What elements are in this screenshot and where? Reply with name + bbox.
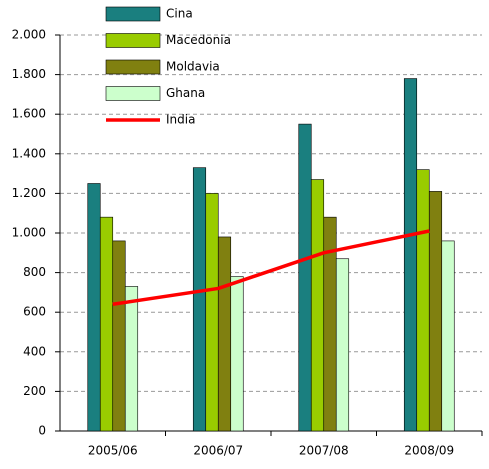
y-tick-label: 2.000 xyxy=(12,28,46,42)
legend-label: Ghana xyxy=(166,86,205,100)
bar xyxy=(298,123,312,432)
bar xyxy=(205,193,219,432)
line xyxy=(112,229,430,307)
bar xyxy=(416,169,430,432)
bar xyxy=(112,240,126,432)
y-tick-label: 400 xyxy=(23,344,46,358)
bar xyxy=(403,78,418,432)
y-tick-label: 1.200 xyxy=(12,186,46,200)
y-tick-label: 1.800 xyxy=(12,67,46,81)
bar xyxy=(335,258,350,432)
y-tick-label: 800 xyxy=(23,265,46,279)
legend-label: India xyxy=(166,113,195,127)
legend-label: Moldavia xyxy=(166,60,220,74)
bar xyxy=(99,216,114,432)
y-tick-label: 0 xyxy=(38,424,46,438)
legend-swatch xyxy=(105,59,161,75)
y-tick-label: 600 xyxy=(23,305,46,319)
x-tick-label: 2008/09 xyxy=(404,444,454,458)
bar xyxy=(230,276,244,432)
bar xyxy=(217,236,232,432)
legend-label: Macedonia xyxy=(166,33,231,47)
y-tick-label: 1.400 xyxy=(12,146,46,160)
bar xyxy=(310,179,325,432)
bar xyxy=(87,183,101,432)
bar xyxy=(124,286,139,432)
x-tick-label: 2005/06 xyxy=(88,444,138,458)
y-tick-label: 1.600 xyxy=(12,107,46,121)
x-tick-label: 2007/08 xyxy=(299,444,349,458)
bar xyxy=(428,191,443,432)
y-tick-label: 200 xyxy=(23,384,46,398)
legend-label: Cina xyxy=(166,7,193,21)
bar xyxy=(441,240,455,432)
x-tick-label: 2006/07 xyxy=(193,444,243,458)
legend-swatch xyxy=(105,33,161,48)
legend-swatch xyxy=(105,86,161,101)
y-tick-label: 1.000 xyxy=(12,226,46,240)
legend-swatch xyxy=(105,6,161,22)
bar xyxy=(192,167,207,432)
